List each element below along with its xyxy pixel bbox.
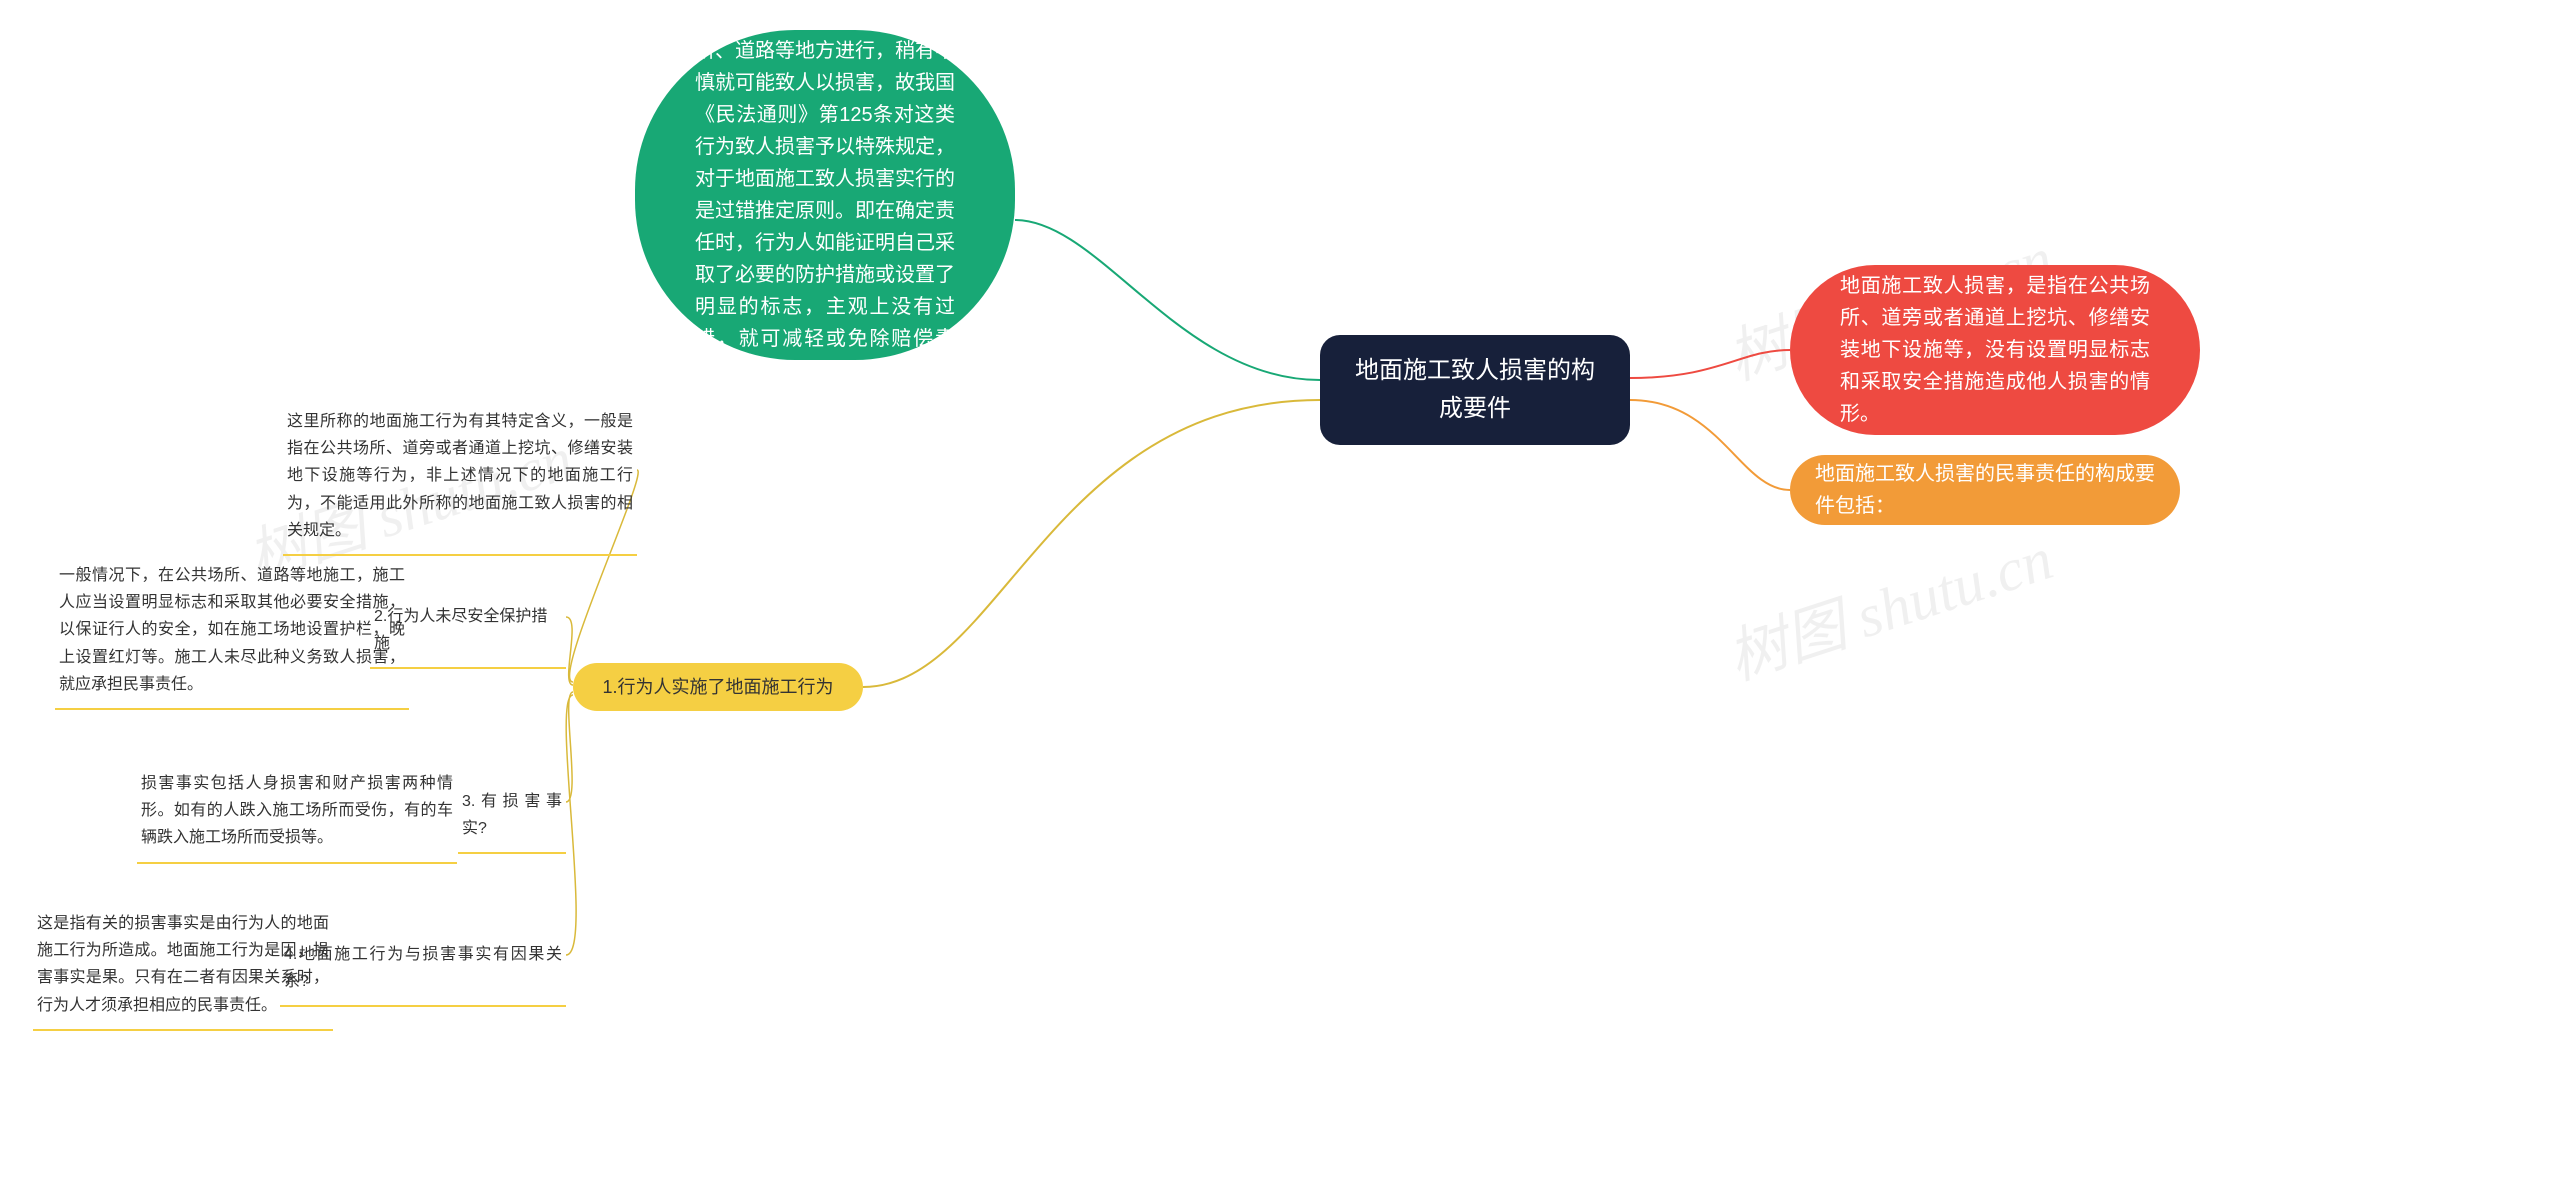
- leaf3-label: 3.有损害事实?: [462, 793, 562, 837]
- leaf-label-3[interactable]: 3.有损害事实?: [458, 780, 566, 854]
- leaf4-text: 这是指有关的损害事实是由行为人的地面施工行为所造成。地面施工行为是因，损害事实是…: [37, 915, 329, 1014]
- leaf-node-2[interactable]: 一般情况下，在公共场所、道路等地施工，施工人应当设置明显标志和采取其他必要安全措…: [55, 554, 409, 710]
- watermark: 树图 shutu.cn: [1715, 510, 2062, 697]
- center-label: 地面施工致人损害的构成要件: [1350, 352, 1600, 429]
- green-description-node[interactable]: 由于这类施工行为是在公共场所、道路等地方进行，稍有不慎就可能致人以损害，故我国《…: [635, 30, 1015, 360]
- yellow-text: 1.行为人实施了地面施工行为: [602, 673, 833, 702]
- red-definition-node[interactable]: 地面施工致人损害，是指在公共场所、道旁或者通道上挖坑、修缮安装地下设施等，没有设…: [1790, 265, 2200, 435]
- orange-components-node[interactable]: 地面施工致人损害的民事责任的构成要件包括：: [1790, 455, 2180, 525]
- red-text: 地面施工致人损害，是指在公共场所、道旁或者通道上挖坑、修缮安装地下设施等，没有设…: [1840, 270, 2150, 430]
- leaf3-text: 损害事实包括人身损害和财产损害两种情形。如有的人跌入施工场所而受伤，有的车辆跌入…: [141, 775, 453, 846]
- yellow-item1-node[interactable]: 1.行为人实施了地面施工行为: [573, 663, 863, 711]
- leaf-node-3[interactable]: 损害事实包括人身损害和财产损害两种情形。如有的人跌入施工场所而受伤，有的车辆跌入…: [137, 762, 457, 864]
- leaf2-text: 一般情况下，在公共场所、道路等地施工，施工人应当设置明显标志和采取其他必要安全措…: [59, 567, 405, 693]
- leaf1-text: 这里所称的地面施工行为有其特定含义，一般是指在公共场所、道旁或者通道上挖坑、修缮…: [287, 413, 633, 539]
- leaf-node-4[interactable]: 这是指有关的损害事实是由行为人的地面施工行为所造成。地面施工行为是因，损害事实是…: [33, 902, 333, 1031]
- green-text: 由于这类施工行为是在公共场所、道路等地方进行，稍有不慎就可能致人以损害，故我国《…: [695, 3, 955, 387]
- center-node[interactable]: 地面施工致人损害的构成要件: [1320, 335, 1630, 445]
- leaf-node-1[interactable]: 这里所称的地面施工行为有其特定含义，一般是指在公共场所、道旁或者通道上挖坑、修缮…: [283, 400, 637, 556]
- orange-text: 地面施工致人损害的民事责任的构成要件包括：: [1815, 458, 2155, 522]
